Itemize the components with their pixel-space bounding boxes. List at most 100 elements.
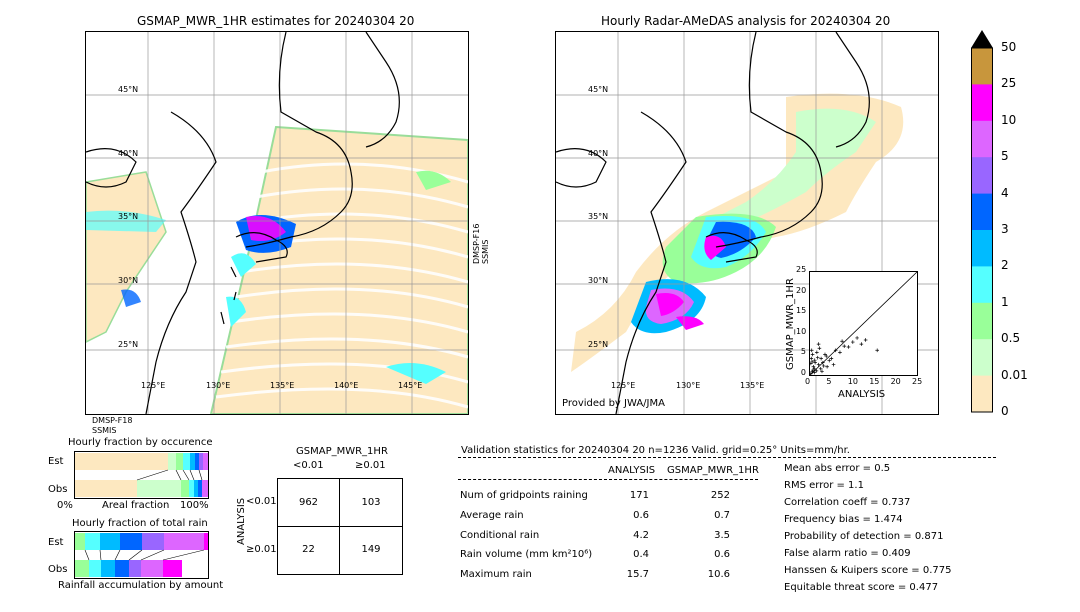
val-row-label: Rain volume (mm km²10⁶) (460, 549, 593, 560)
scatter-plot (809, 271, 918, 376)
rain-fraction-chart (74, 531, 209, 579)
scatter-point (815, 350, 819, 355)
contingency-cell-b: 103 (361, 497, 381, 508)
right-lat-25: 25°N (588, 340, 609, 349)
score-line: Mean abs error = 0.5 (784, 463, 891, 474)
score-line: False alarm ratio = 0.409 (784, 548, 911, 559)
rain-fraction-title: Hourly fraction of total rain (72, 518, 208, 529)
colorbar-label: 4 (1001, 185, 1009, 200)
left-map-sat-right: DMSP-F16 SSMIS (472, 223, 490, 264)
occurrence-title: Hourly fraction by occurence (68, 437, 213, 448)
right-map-credit: Provided by JWA/JMA (562, 398, 665, 409)
scatter-point (812, 370, 817, 375)
right-lon-135: 135°E (740, 381, 765, 390)
colorbar-label: 0.01 (1001, 367, 1028, 382)
scatter-point (863, 338, 868, 342)
scatter-point (821, 364, 826, 368)
scatter-point (824, 354, 829, 358)
score-line: Hanssen & Kuipers score = 0.775 (784, 565, 952, 576)
contingency-cell-d: 149 (361, 544, 381, 555)
colorbar-segment (971, 266, 993, 304)
scatter-point (811, 368, 815, 372)
val-row-analysis: 4.2 (633, 530, 649, 541)
scatter-xlabel: ANALYSIS (838, 389, 886, 400)
left-lat-45: 45°N (118, 85, 139, 94)
right-map: 45°N 40°N 35°N 30°N 25°N 125°E 130°E 135… (555, 31, 939, 415)
val-row-gsmap: 10.6 (707, 569, 730, 580)
contingency-hline (278, 526, 402, 527)
colorbar-label: 0 (1001, 404, 1009, 418)
val-row-label: Num of gridpoints raining (460, 490, 588, 501)
val-row-analysis: 171 (629, 490, 649, 501)
colorbar-segment (971, 339, 993, 377)
occurrence-axis-right: 100% (180, 500, 209, 511)
scatter-point (819, 356, 823, 361)
scatter-point (816, 362, 821, 367)
scatter-point (813, 360, 817, 365)
val-row-analysis: 0.6 (633, 510, 649, 521)
scatter-canvas (810, 272, 917, 375)
scatter-point (821, 360, 825, 365)
contingency-title: GSMAP_MWR_1HR (296, 446, 388, 457)
colorbar-segment (971, 302, 993, 340)
colorbar-segment (971, 120, 993, 158)
score-line: Probability of detection = 0.871 (784, 531, 944, 542)
val-row-analysis: 0.4 (633, 549, 649, 560)
colorbar-label: 2 (1001, 258, 1009, 273)
colorbar-label: 3 (1001, 222, 1009, 236)
colorbar-segment (971, 84, 993, 122)
left-map-title: GSMAP_MWR_1HR estimates for 20240304 20 (137, 14, 415, 28)
rain-fraction-obs-label: Obs (48, 564, 68, 575)
score-line: RMS error = 1.1 (784, 480, 864, 491)
colorbar-segment (971, 375, 993, 413)
left-lon-135: 135°E (270, 381, 295, 390)
scatter-point (810, 360, 814, 364)
right-lon-130: 130°E (676, 381, 701, 390)
left-lat-40: 40°N (118, 149, 139, 158)
rain-fraction-canvas (75, 533, 208, 577)
scatter-point (875, 348, 879, 353)
colorbar-canvas (971, 30, 993, 413)
contingency-row-lt: <0.01 (246, 496, 277, 507)
val-row-gsmap: 3.5 (714, 530, 730, 541)
scatter-point (859, 342, 864, 346)
scatter-point (810, 352, 815, 357)
contingency-col-ge: ≥0.01 (355, 460, 386, 471)
left-map-canvas (86, 32, 468, 414)
left-lat-35: 35°N (118, 212, 139, 221)
colorbar-segment (971, 193, 993, 231)
val-row-gsmap: 252 (710, 490, 730, 501)
occurrence-axis-left: 0% (57, 500, 73, 511)
left-lat-30: 30°N (118, 276, 139, 285)
scatter-xtick: 15 (869, 377, 880, 386)
score-line: Frequency bias = 1.474 (784, 514, 903, 525)
occurrence-est-label: Est (48, 456, 64, 467)
left-lon-140: 140°E (334, 381, 359, 390)
scatter-ytick: 5 (800, 347, 806, 357)
colorbar-segment (971, 157, 993, 195)
val-row-label: Average rain (460, 510, 524, 521)
scatter-xtick: 0 (805, 377, 811, 386)
right-lat-30: 30°N (588, 276, 609, 285)
scatter-point (840, 339, 844, 344)
score-line: Correlation coeff = 0.737 (784, 497, 911, 508)
val-row-gsmap: 0.7 (714, 510, 730, 521)
left-lon-145: 145°E (398, 381, 423, 390)
right-lat-45: 45°N (588, 85, 609, 94)
occurrence-canvas (75, 453, 208, 497)
validation-divider-top (458, 457, 996, 458)
colorbar-label: 10 (1001, 112, 1017, 127)
occurrence-obs-label: Obs (48, 484, 68, 495)
occurrence-axis-mid: Areal fraction (102, 500, 170, 511)
scatter-point (831, 362, 836, 367)
scatter-point (817, 346, 822, 351)
right-lat-35: 35°N (588, 212, 609, 221)
left-map-sat-bottom-2: SSMIS (92, 426, 117, 435)
scatter-ytick: 20 (796, 285, 807, 295)
contingency-row-ge: ≥0.01 (246, 544, 277, 555)
contingency-col-lt: <0.01 (293, 460, 324, 471)
scatter-ytick: 10 (796, 326, 807, 336)
scatter-point (814, 369, 819, 373)
val-row-label: Conditional rain (460, 530, 540, 541)
scatter-point (816, 342, 821, 346)
